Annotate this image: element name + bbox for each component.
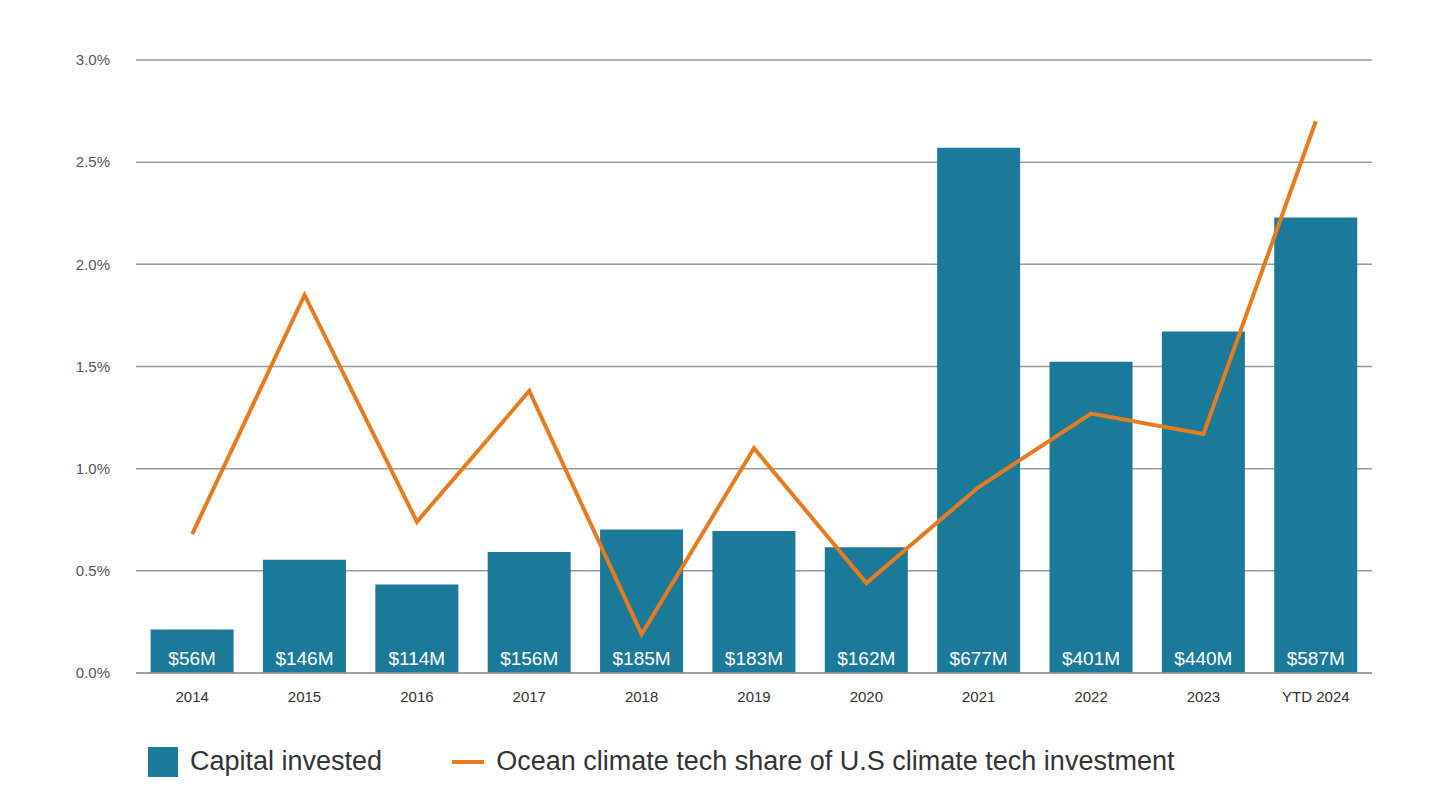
svg-text:$56M: $56M [168,648,216,669]
svg-text:$183M: $183M [725,648,783,669]
svg-text:$156M: $156M [500,648,558,669]
svg-text:0.5%: 0.5% [76,562,110,579]
svg-text:1.0%: 1.0% [76,460,110,477]
svg-text:2022: 2022 [1074,688,1107,705]
svg-text:$677M: $677M [950,648,1008,669]
svg-text:$162M: $162M [837,648,895,669]
svg-text:2014: 2014 [175,688,208,705]
svg-text:$146M: $146M [275,648,333,669]
svg-text:$185M: $185M [613,648,671,669]
svg-text:2019: 2019 [737,688,770,705]
svg-text:1.5%: 1.5% [76,358,110,375]
svg-text:2015: 2015 [288,688,321,705]
svg-text:YTD 2024: YTD 2024 [1282,688,1350,705]
svg-text:$401M: $401M [1062,648,1120,669]
svg-text:2.0%: 2.0% [76,256,110,273]
svg-text:0.0%: 0.0% [76,664,110,681]
svg-text:2021: 2021 [962,688,995,705]
svg-text:2017: 2017 [513,688,546,705]
svg-text:3.0%: 3.0% [76,51,110,68]
svg-text:2020: 2020 [850,688,883,705]
svg-text:$587M: $587M [1287,648,1345,669]
html-text:Capital invested: Capital invested [190,746,383,776]
svg-text:2018: 2018 [625,688,658,705]
svg-text:$440M: $440M [1174,648,1232,669]
html-text:Ocean climate tech share of U.: Ocean climate tech share of U.S climate … [496,746,1175,776]
svg-text:2.5%: 2.5% [76,153,110,170]
svg-text:$114M: $114M [388,648,445,669]
svg-text:2023: 2023 [1187,688,1220,705]
svg-text:2016: 2016 [400,688,433,705]
